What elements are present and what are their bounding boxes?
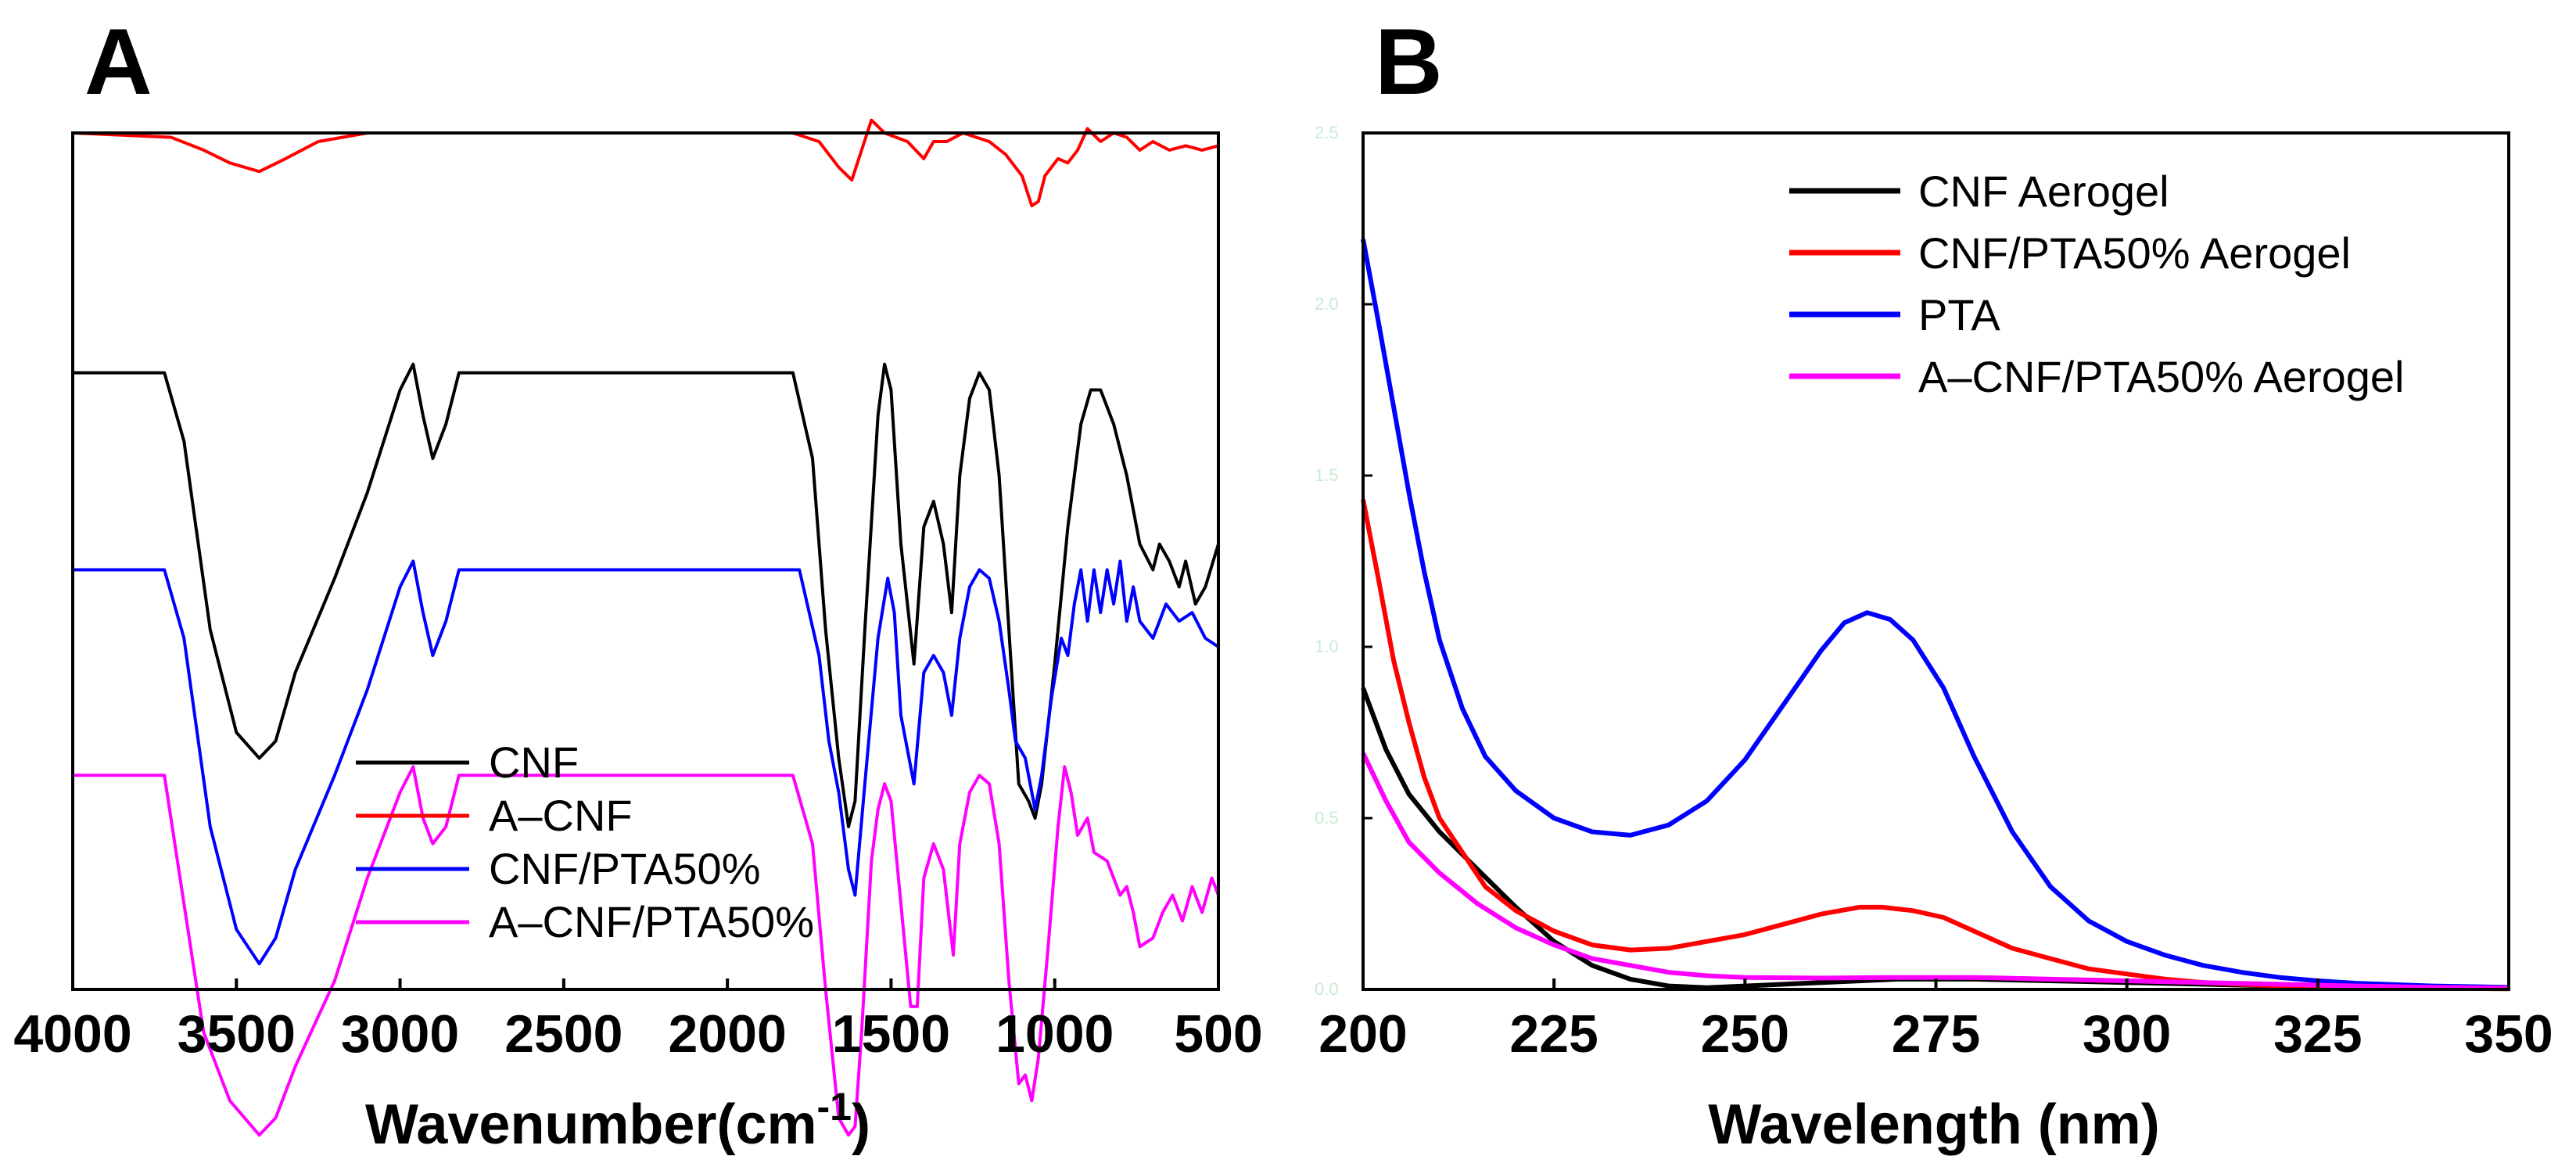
panel-a-x-ticks (71, 978, 1220, 989)
panel-a-x-tick-labels: 4000 3500 3000 2500 2000 1500 1000 500 (13, 1004, 1262, 1064)
panel-b-x-tick-label: 200 (1318, 1004, 1407, 1064)
panel-b-y-tick-label: 1.0 (1315, 637, 1339, 656)
panel-b-legend-label: A–CNF/PTA50% Aerogel (1918, 352, 2404, 401)
panel-b-series-a-cnf-pta50-aerogel (1361, 752, 2510, 991)
panel-b: B 200 225 250 275 300 325 350 0.0 0.5 1.0 1.5 2.0 2… (1315, 9, 2553, 1156)
panel-b-x-tick-label: 300 (2083, 1004, 2171, 1064)
panel-b-legend-label: PTA (1918, 290, 2000, 339)
panel-b-y-tick-label: 2.0 (1315, 294, 1339, 314)
panel-b-x-tick-label: 325 (2273, 1004, 2362, 1064)
panel-a-legend-label: A–CNF/PTA50% (489, 897, 814, 946)
panel-a-x-axis-title: Wavenumber(cm-1) (365, 1085, 870, 1156)
panel-a-x-tick-label: 3000 (341, 1004, 459, 1064)
panel-a-x-axis-title-superscript: -1 (817, 1085, 852, 1129)
panel-a-x-tick-label: 2000 (669, 1004, 787, 1064)
panel-b-y-tick-label: 2.5 (1315, 123, 1339, 142)
panel-a-x-tick-label: 3500 (178, 1004, 296, 1064)
panel-b-legend-label: CNF/PTA50% Aerogel (1918, 228, 2351, 278)
panel-a-series-cnf (73, 362, 1220, 828)
panel-a-x-tick-label: 2500 (504, 1004, 622, 1064)
panel-b-y-tick-label: 0.5 (1315, 808, 1339, 828)
panel-b-x-tick-label: 350 (2464, 1004, 2553, 1064)
panel-b-series-cnf-pta50-aerogel (1361, 499, 2510, 992)
panel-b-y-tick-label: 0.0 (1315, 979, 1339, 999)
panel-b-x-tick-label: 250 (1701, 1004, 1789, 1064)
panel-a-frame (71, 131, 1220, 991)
panel-b-plot-area (1361, 239, 2510, 992)
panel-a-x-tick-label: 4000 (13, 1004, 131, 1064)
panel-a-x-axis-title-suffix: ) (852, 1093, 870, 1156)
panel-b-x-tick-label: 275 (1892, 1004, 1980, 1064)
panel-b-x-tick-labels: 200 225 250 275 300 325 350 (1318, 1004, 2553, 1064)
panel-b-ticks (1362, 131, 2510, 991)
panel-b-legend-label: CNF Aerogel (1918, 167, 2169, 216)
panel-a-legend-label: A–CNF (489, 791, 633, 840)
panel-b-y-tick-labels: 0.0 0.5 1.0 1.5 2.0 2.5 (1315, 123, 1339, 999)
panel-b-x-axis-title: Wavelength (nm) (1708, 1093, 2159, 1156)
panel-a-x-tick-label: 1500 (832, 1004, 950, 1064)
panel-a-series-cnf-pta50 (73, 559, 1220, 966)
panel-a-x-tick-label: 500 (1174, 1004, 1262, 1064)
panel-b-x-tick-label: 225 (1509, 1004, 1598, 1064)
panel-a-legend-label: CNF (489, 738, 579, 787)
panel-a-x-tick-label: 1000 (996, 1004, 1114, 1064)
panel-b-series-pta (1361, 239, 2510, 990)
panel-a: A 4000 3500 3000 2500 2000 1500 1000 500 Wavenu… (13, 9, 1262, 1156)
panel-a-legend-label: CNF/PTA50% (489, 844, 760, 893)
panel-a-series-a-cnf-pta50 (73, 765, 1220, 1137)
panel-a-x-axis-title-main: Wavenumber(cm (365, 1093, 816, 1156)
panel-b-y-tick-label: 1.5 (1315, 465, 1339, 485)
panel-a-letter: A (84, 9, 152, 114)
panel-b-legend: CNF Aerogel CNF/PTA50% Aerogel PTA A–CNF/PT… (1789, 167, 2404, 401)
panel-b-letter: B (1375, 9, 1443, 114)
